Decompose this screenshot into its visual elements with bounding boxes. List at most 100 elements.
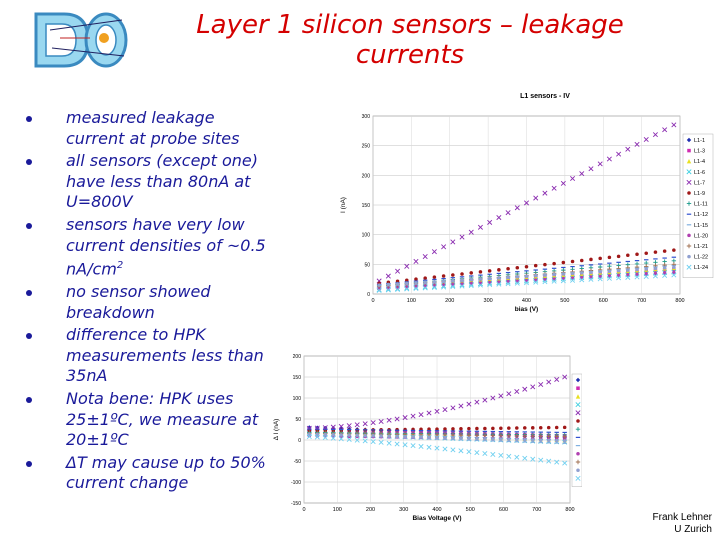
- data-point: [418, 412, 424, 418]
- data-point: [579, 171, 585, 177]
- data-point: [538, 438, 543, 442]
- data-point: [395, 286, 401, 292]
- bullet-item: difference to HPK measurements less than…: [22, 325, 272, 387]
- data-point: [414, 281, 418, 285]
- data-point: [469, 271, 473, 275]
- data-point: [498, 393, 504, 399]
- data-point: [546, 438, 551, 443]
- data-point: [562, 425, 567, 430]
- x-tick-label: 0: [302, 507, 305, 513]
- data-point: [370, 439, 376, 445]
- data-point: [423, 276, 427, 280]
- data-point: [386, 417, 392, 423]
- data-point: [616, 275, 622, 281]
- data-point: [523, 426, 527, 430]
- data-point: [450, 447, 456, 453]
- y-tick-label: 300: [362, 114, 371, 120]
- data-point: [522, 455, 528, 461]
- data-point: [598, 269, 602, 274]
- data-point: [686, 179, 692, 185]
- data-point: [432, 280, 437, 284]
- data-point: [482, 450, 488, 457]
- footer-affiliation: U Zurich: [674, 524, 712, 535]
- data-point: [422, 285, 428, 291]
- data-point: [385, 273, 391, 279]
- data-point: [450, 405, 456, 411]
- data-point: [467, 426, 471, 431]
- data-point: [450, 284, 456, 290]
- data-point: [434, 445, 440, 451]
- data-point: [410, 443, 416, 449]
- data-point: [427, 435, 431, 440]
- data-point: [413, 285, 419, 292]
- data-point: [530, 384, 536, 390]
- data-point: [402, 442, 408, 448]
- data-point: [576, 468, 580, 472]
- data-point: [491, 437, 495, 441]
- data-point: [554, 438, 559, 443]
- footer: Frank Lehner U Zurich: [600, 512, 712, 536]
- data-point: [413, 258, 419, 264]
- data-point: [419, 435, 423, 439]
- data-point: [616, 254, 621, 259]
- legend-entry: L1-9: [694, 191, 705, 197]
- data-point: [506, 433, 512, 439]
- data-point: [354, 437, 360, 443]
- legend-entry: L1-15: [694, 223, 708, 229]
- data-point: [616, 268, 621, 273]
- legend-entry: L1-21: [694, 244, 708, 250]
- data-point: [562, 460, 568, 466]
- data-point: [468, 283, 474, 289]
- x-tick-label: 500: [560, 298, 569, 304]
- bullet-dot-icon: [26, 222, 32, 229]
- data-point: [538, 434, 543, 439]
- data-point: [533, 195, 539, 201]
- data-point: [497, 276, 501, 280]
- bullet-dot-icon: [26, 116, 32, 122]
- data-point: [635, 267, 639, 272]
- data-point: [459, 234, 465, 240]
- legend-box: [571, 373, 582, 487]
- iv-chart: 0 50 100 150 200 250 300 0 100 200 300 400 500 600 700…: [340, 93, 714, 313]
- data-point: [506, 391, 512, 397]
- data-point: [606, 156, 612, 162]
- data-point: [506, 453, 512, 459]
- data-point: [394, 441, 400, 447]
- data-point: [410, 413, 416, 419]
- data-point: [515, 274, 520, 279]
- x-tick-label: 800: [565, 507, 574, 513]
- data-point: [426, 410, 432, 416]
- data-point: [588, 276, 594, 282]
- data-point: [475, 426, 479, 431]
- x-axis-label: bias (V): [515, 306, 538, 313]
- data-point: [431, 249, 437, 255]
- bullet-text: Nota bene: HPK uses 25±1ºC, we measure a…: [66, 389, 259, 450]
- data-point: [533, 279, 539, 285]
- data-point: [671, 122, 677, 128]
- data-point: [487, 219, 493, 225]
- data-point: [451, 436, 455, 440]
- data-point: [634, 274, 640, 280]
- bullet-text: difference to HPK measurements less than…: [66, 325, 264, 386]
- x-tick-label: 200: [445, 298, 454, 304]
- data-point: [662, 249, 667, 253]
- data-point: [686, 169, 692, 175]
- bullet-text: sensors have very low current densities …: [66, 214, 266, 279]
- data-point: [330, 435, 336, 441]
- chart-title: L1 sensors - IV: [520, 93, 570, 100]
- data-point: [506, 275, 510, 280]
- data-point: [379, 434, 383, 438]
- data-point: [386, 440, 392, 446]
- data-point: [538, 425, 543, 430]
- data-point: [431, 285, 437, 291]
- data-point: [561, 272, 566, 276]
- data-point: [671, 272, 677, 278]
- data-point: [323, 432, 328, 437]
- data-point: [514, 454, 520, 460]
- data-point: [441, 244, 447, 250]
- data-point: [443, 435, 447, 440]
- data-point: [686, 137, 692, 143]
- x-tick-label: 300: [399, 507, 408, 513]
- x-tick-label: 100: [333, 507, 342, 513]
- data-point: [346, 436, 352, 443]
